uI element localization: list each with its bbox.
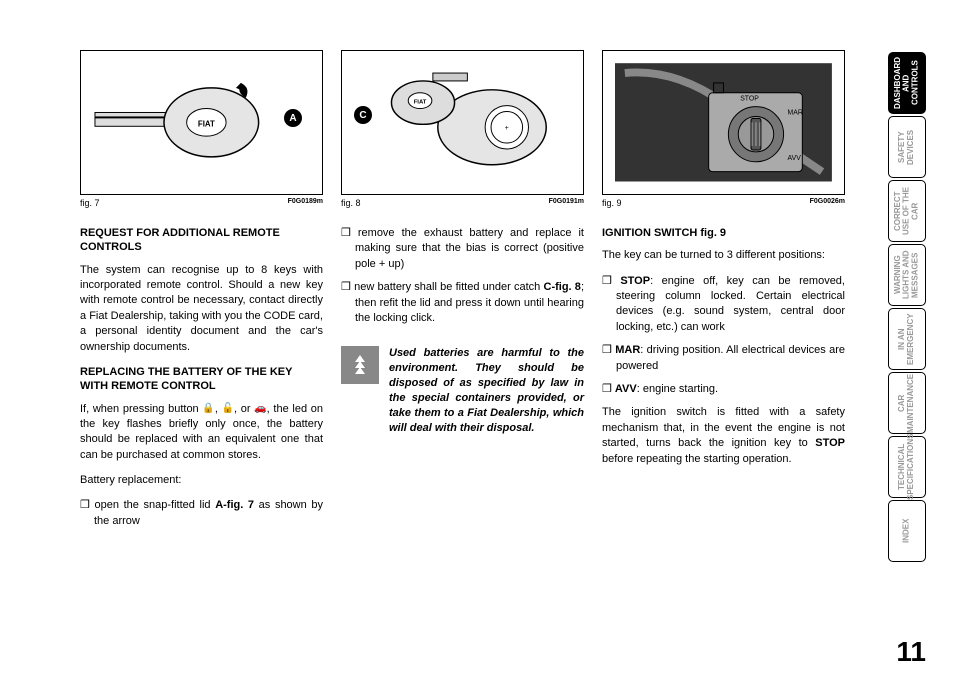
bullet-stop: STOP: engine off, key can be removed, st… (602, 274, 845, 336)
column-2: + FIAT C fig. 8 F0G0191m remove the exha… (341, 50, 584, 537)
mar-label: MAR (788, 110, 803, 117)
tab-specs[interactable]: TECHNICAL SPECIFICATIONS (888, 436, 926, 498)
warning-text: Used batteries are harmful to the enviro… (389, 346, 584, 435)
page-number: 11 (896, 636, 926, 668)
fig-code: F0G0189m (288, 198, 323, 208)
lock-icon: 🔒 (202, 402, 214, 416)
figure-7: FIAT A (80, 50, 323, 195)
fig-code: F0G0191m (549, 198, 584, 208)
heading-battery: REPLACING THE BATTERY OF THE KEY WITH RE… (80, 365, 323, 394)
svg-text:FIAT: FIAT (414, 100, 427, 106)
tab-correct-use[interactable]: CORRECT USE OF THE CAR (888, 180, 926, 242)
bullet-open-lid: open the snap-fitted lid A-fig. 7 as sho… (80, 498, 323, 529)
para-safety: The ignition switch is fitted with a saf… (602, 405, 845, 467)
tab-index[interactable]: INDEX (888, 500, 926, 562)
fig-num: fig. 8 (341, 198, 361, 208)
svg-text:+: + (505, 125, 509, 132)
svg-text:FIAT: FIAT (198, 119, 215, 128)
heading-ignition: IGNITION SWITCH fig. 9 (602, 226, 845, 240)
bullet-avv: AVV: engine starting. (602, 382, 845, 397)
tab-warning[interactable]: WARNING LIGHTS AND MESSAGES (888, 244, 926, 306)
tab-dashboard[interactable]: DASHBOARD AND CONTROLS (888, 52, 926, 114)
label-a: A (284, 109, 302, 127)
figure-8: + FIAT C (341, 50, 584, 195)
para-battery-replace: Battery replacement: (80, 473, 323, 488)
avv-label: AVV (788, 155, 802, 162)
bullet-remove: remove the exhaust battery and replace i… (341, 226, 584, 272)
para-positions: The key can be turned to 3 different pos… (602, 248, 845, 263)
figure-9: STOP MAR AVV (602, 50, 845, 195)
recycle-icon (341, 346, 379, 384)
label-c: C (354, 106, 372, 124)
bullet-new-battery: new battery shall be fitted under catch … (341, 280, 584, 326)
stop-label: STOP (740, 96, 759, 103)
car-icon: 🚗 (254, 402, 266, 416)
para-request: The system can recognise up to 8 keys wi… (80, 263, 323, 355)
tab-maintenance[interactable]: CAR MAINTENANCE (888, 372, 926, 434)
fig-num: fig. 9 (602, 198, 622, 208)
warning-box: Used batteries are harmful to the enviro… (341, 346, 584, 435)
tab-safety[interactable]: SAFETY DEVICES (888, 116, 926, 178)
figure-9-caption: fig. 9 F0G0026m (602, 198, 845, 208)
fig-code: F0G0026m (810, 198, 845, 208)
side-tabs: DASHBOARD AND CONTROLS SAFETY DEVICES CO… (888, 52, 926, 562)
figure-8-caption: fig. 8 F0G0191m (341, 198, 584, 208)
tab-emergency[interactable]: IN AN EMERGENCY (888, 308, 926, 370)
figure-7-caption: fig. 7 F0G0189m (80, 198, 323, 208)
bullet-mar: MAR: driving position. All electrical de… (602, 343, 845, 374)
para-battery-intro: If, when pressing button 🔒, 🔓, or 🚗, the… (80, 402, 323, 464)
heading-request: REQUEST FOR ADDITIONAL REMOTE CONTROLS (80, 226, 323, 255)
column-1: FIAT A fig. 7 F0G0189m REQUEST FOR ADDIT… (80, 50, 323, 537)
fig-num: fig. 7 (80, 198, 100, 208)
unlock-icon: 🔓 (222, 402, 234, 416)
column-3: STOP MAR AVV fig. 9 F0G0026m IGNITION SW… (602, 50, 845, 537)
